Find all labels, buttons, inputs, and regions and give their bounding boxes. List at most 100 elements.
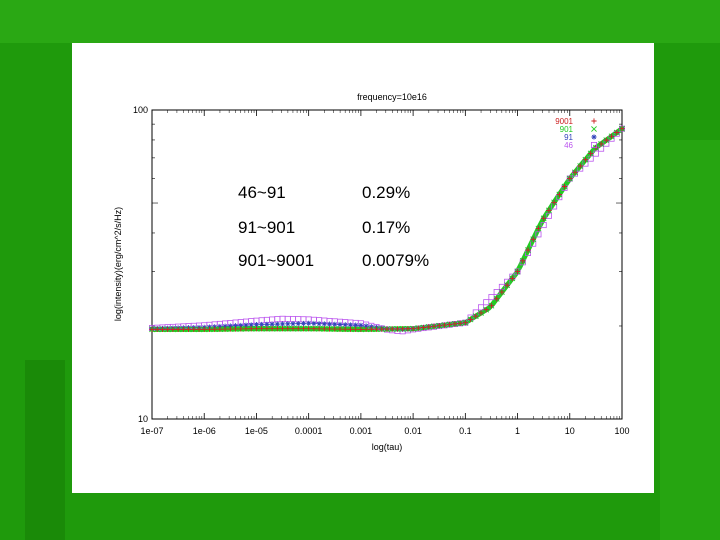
data-point-9001 bbox=[373, 326, 380, 332]
data-point-9001 bbox=[337, 326, 343, 332]
legend-label-91: 91 bbox=[564, 133, 573, 142]
data-point-9001 bbox=[567, 175, 573, 182]
data-point-9001 bbox=[222, 326, 228, 332]
data-point-91 bbox=[337, 321, 343, 328]
data-point-91 bbox=[227, 323, 233, 329]
x-tick-label: 0.01 bbox=[404, 426, 422, 436]
data-point-91 bbox=[243, 322, 249, 328]
data-point-46 bbox=[535, 231, 542, 238]
data-point-91 bbox=[259, 321, 265, 328]
data-point-46 bbox=[279, 315, 286, 322]
data-point-91 bbox=[232, 323, 239, 329]
x-tick-label: 0.1 bbox=[459, 426, 472, 436]
legend-marker-46 bbox=[591, 141, 598, 148]
data-point-91 bbox=[326, 321, 333, 327]
data-point-91 bbox=[347, 322, 354, 328]
data-point-9001 bbox=[598, 141, 604, 147]
background-band-top bbox=[0, 0, 720, 43]
data-point-9001 bbox=[535, 225, 542, 232]
plot-frame bbox=[151, 109, 623, 420]
x-axis-label: log(tau) bbox=[372, 442, 403, 452]
data-point-9001 bbox=[227, 326, 233, 332]
data-point-9001 bbox=[400, 326, 406, 332]
data-point-9001 bbox=[191, 326, 197, 332]
x-tick-label: 1e-07 bbox=[140, 426, 163, 436]
data-point-91 bbox=[217, 323, 223, 330]
data-point-46 bbox=[545, 212, 552, 219]
x-tick-label: 0.0001 bbox=[295, 426, 323, 436]
data-point-46 bbox=[540, 222, 547, 229]
data-point-9001 bbox=[165, 326, 171, 332]
data-point-9001 bbox=[415, 325, 421, 331]
data-point-9001 bbox=[582, 157, 589, 163]
data-point-9001 bbox=[530, 236, 536, 242]
data-point-9001 bbox=[175, 326, 181, 332]
data-point-9001 bbox=[556, 191, 562, 198]
data-point-9001 bbox=[321, 326, 327, 332]
data-point-91 bbox=[253, 322, 260, 328]
data-point-9001 bbox=[499, 289, 505, 295]
legend-marker-9001 bbox=[591, 118, 597, 124]
data-point-9001 bbox=[170, 326, 176, 332]
range-label-1: 46~91 bbox=[238, 183, 286, 202]
data-point-46 bbox=[289, 316, 296, 323]
x-tick-label: 10 bbox=[565, 426, 575, 436]
data-point-91 bbox=[274, 321, 280, 327]
data-point-9001 bbox=[577, 163, 583, 169]
data-point-46 bbox=[274, 316, 281, 323]
data-point-46 bbox=[493, 289, 500, 296]
data-point-9001 bbox=[269, 326, 275, 332]
data-point-9001 bbox=[253, 326, 260, 332]
range-label-3: 901~9001 bbox=[238, 251, 315, 270]
data-point-9001 bbox=[196, 326, 202, 332]
data-point-9001 bbox=[212, 326, 218, 332]
chart-title: frequency=10e16 bbox=[357, 92, 427, 102]
data-point-9001 bbox=[520, 258, 526, 264]
data-point-9001 bbox=[217, 326, 223, 332]
data-point-91 bbox=[248, 322, 254, 328]
data-point-9001 bbox=[232, 326, 239, 332]
data-point-91 bbox=[353, 322, 359, 328]
legend-label-901: 901 bbox=[560, 125, 574, 134]
data-point-9001 bbox=[514, 268, 521, 275]
data-point-9001 bbox=[353, 326, 359, 332]
data-point-9001 bbox=[379, 326, 385, 332]
legend-marker-901 bbox=[591, 126, 597, 132]
data-point-91 bbox=[264, 321, 270, 327]
data-point-9001 bbox=[159, 326, 166, 332]
data-point-91 bbox=[300, 320, 307, 327]
data-point-9001 bbox=[457, 320, 463, 326]
data-point-9001 bbox=[541, 215, 547, 221]
data-point-9001 bbox=[483, 307, 489, 313]
data-point-9001 bbox=[149, 326, 155, 332]
data-point-91 bbox=[306, 320, 312, 326]
data-point-9001 bbox=[467, 316, 474, 323]
y-axis-label: log(intensity)(erg/cm^2/s/Hz) bbox=[113, 207, 123, 321]
data-point-9001 bbox=[619, 126, 625, 132]
data-point-91 bbox=[269, 321, 275, 327]
data-point-46 bbox=[263, 316, 270, 323]
legend-marker-91 bbox=[591, 134, 597, 140]
data-point-9001 bbox=[473, 313, 479, 319]
data-point-9001 bbox=[551, 199, 557, 206]
data-point-9001 bbox=[342, 326, 348, 332]
data-point-9001 bbox=[608, 133, 615, 139]
range-label-2: 91~901 bbox=[238, 218, 296, 237]
data-point-9001 bbox=[431, 323, 437, 329]
data-point-9001 bbox=[420, 324, 427, 331]
data-point-91 bbox=[316, 321, 322, 327]
data-point-9001 bbox=[405, 326, 411, 332]
legend-label-9001: 9001 bbox=[555, 117, 573, 126]
data-point-91 bbox=[363, 323, 369, 329]
data-point-9001 bbox=[248, 326, 254, 332]
x-tick-label: 1e-06 bbox=[193, 426, 216, 436]
y-tick-label: 100 bbox=[133, 105, 148, 115]
data-point-9001 bbox=[347, 326, 354, 332]
data-point-9001 bbox=[180, 326, 186, 332]
data-point-9001 bbox=[441, 322, 448, 328]
data-point-91 bbox=[358, 322, 364, 328]
data-point-9001 bbox=[546, 207, 552, 213]
data-point-46 bbox=[488, 294, 495, 301]
x-tick-label: 100 bbox=[614, 426, 629, 436]
data-point-9001 bbox=[363, 326, 369, 332]
